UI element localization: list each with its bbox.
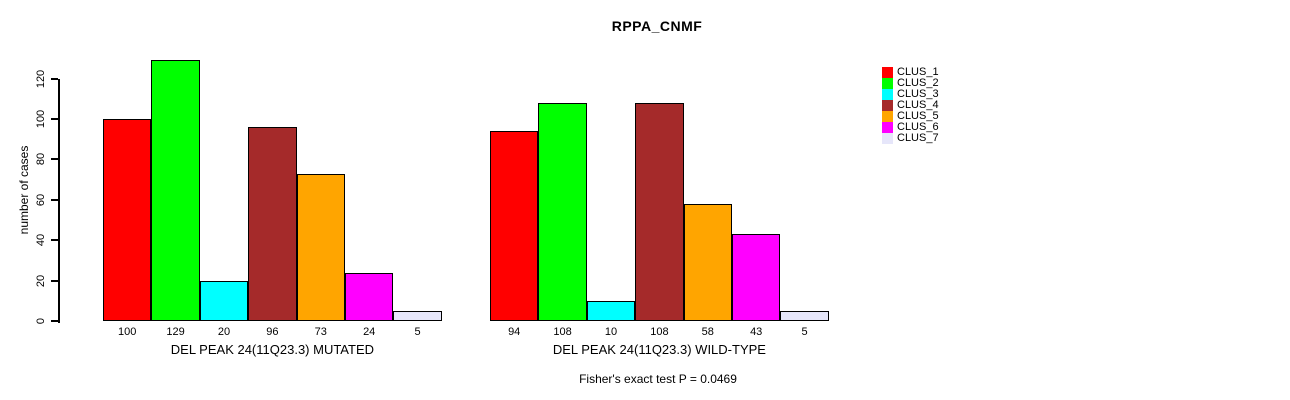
legend-label-CLUS_5: CLUS_5 (897, 110, 939, 122)
legend-label-CLUS_2: CLUS_2 (897, 77, 939, 89)
y-tick-label: 60 (35, 193, 47, 206)
legend-label-CLUS_7: CLUS_7 (897, 132, 939, 144)
bar-value-label: 73 (314, 326, 327, 338)
legend-swatch-CLUS_4 (882, 100, 893, 111)
bar-value-label: 24 (363, 326, 376, 338)
y-tick (51, 158, 58, 161)
legend-label-CLUS_3: CLUS_3 (897, 88, 939, 100)
y-tick-label: 0 (35, 317, 47, 325)
bar-CLUS_1-group1 (103, 119, 152, 321)
bar-CLUS_3-group1 (199, 280, 249, 321)
chart-title: RPPA_CNMF (611, 18, 703, 34)
bar-value-label: 5 (414, 326, 421, 338)
fisher-test-annotation: Fisher's exact test P = 0.0469 (579, 372, 737, 386)
bar-CLUS_5-group2 (683, 203, 732, 321)
y-tick (51, 118, 58, 120)
bar-value-label: 100 (118, 326, 137, 338)
bar-value-label: 108 (650, 326, 669, 338)
legend-label-CLUS_6: CLUS_6 (897, 121, 939, 133)
legend-label-CLUS_1: CLUS_1 (897, 66, 939, 78)
bar-value-label: 58 (701, 326, 714, 338)
bar-value-label: 43 (750, 326, 763, 338)
legend-swatch-CLUS_2 (882, 78, 893, 89)
bar-CLUS_4-group2 (635, 102, 684, 321)
bar-CLUS_7-group1 (393, 310, 442, 321)
y-tick-label: 100 (35, 109, 47, 129)
bar-CLUS_1-group2 (490, 131, 539, 321)
bar-value-label: 94 (508, 326, 521, 338)
x-group-label: DEL PEAK 24(11Q23.3) MUTATED (170, 342, 375, 357)
y-tick-label: 80 (35, 153, 47, 166)
y-tick (51, 320, 58, 322)
legend-swatch-CLUS_5 (882, 111, 893, 122)
bar-CLUS_4-group1 (248, 127, 297, 321)
legend-swatch-CLUS_7 (882, 133, 893, 144)
bar-value-label: 20 (217, 326, 231, 338)
y-tick (51, 279, 58, 282)
bar-CLUS_5-group1 (296, 173, 345, 321)
y-tick (51, 77, 58, 80)
legend-label-CLUS_4: CLUS_4 (897, 99, 939, 111)
legend-swatch-CLUS_1 (882, 67, 893, 78)
x-group-label: DEL PEAK 24(11Q23.3) WILD-TYPE (552, 342, 766, 357)
y-tick-label: 20 (35, 274, 47, 287)
bar-CLUS_3-group2 (586, 300, 636, 321)
y-tick (51, 239, 58, 242)
bar-CLUS_7-group2 (780, 310, 829, 321)
y-axis-line (58, 78, 60, 323)
y-axis-label: number of cases (17, 145, 31, 235)
y-tick-label: 40 (35, 234, 47, 247)
bar-CLUS_2-group2 (538, 102, 587, 321)
bar-value-label: 129 (166, 326, 185, 338)
bar-value-label: 96 (266, 326, 279, 338)
y-tick-label: 120 (35, 69, 47, 88)
bar-CLUS_2-group1 (151, 60, 200, 321)
bar-CLUS_6-group1 (345, 272, 394, 321)
y-tick (51, 198, 58, 201)
bar-value-label: 108 (553, 326, 572, 338)
bar-value-label: 10 (604, 326, 618, 338)
bar-value-label: 5 (801, 326, 808, 338)
legend-swatch-CLUS_6 (882, 122, 893, 133)
legend-swatch-CLUS_3 (882, 89, 893, 100)
bar-CLUS_6-group2 (732, 234, 781, 321)
